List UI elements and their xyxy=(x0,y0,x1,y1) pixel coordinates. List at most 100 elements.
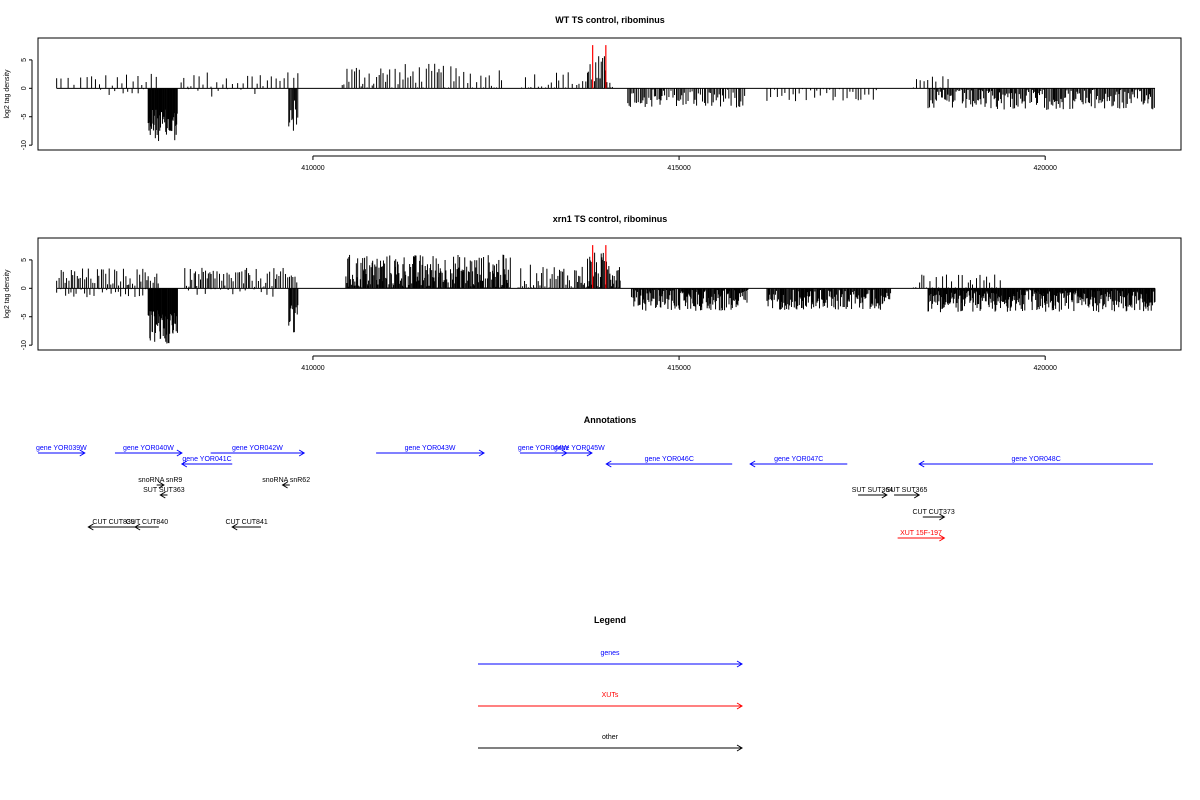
y-tick-label: -10 xyxy=(21,340,28,350)
feature-arrow-head xyxy=(281,481,288,489)
annotation-feature: CUT CUT840 xyxy=(126,519,168,531)
feature-arrow-head xyxy=(159,491,166,499)
annotation-feature: gene YOR040W xyxy=(114,445,183,457)
annotation-feature: snoRNA snR9 xyxy=(138,477,182,489)
annotation-feature: SUT SUT365 xyxy=(886,487,928,499)
legend-item-other: other xyxy=(478,734,743,752)
track-panel-xrn1: xrn1 TS control, ribominus log2 tag dens… xyxy=(4,214,1182,372)
annotation-feature: XUT 15F-197 xyxy=(897,530,946,542)
feature-arrow-head xyxy=(79,449,86,457)
legend-panel: Legend genes XUTs other xyxy=(478,615,743,752)
feature-arrow-head xyxy=(586,449,593,457)
feature-arrow-head xyxy=(87,523,94,531)
feature-label: CUT CUT839 xyxy=(92,519,134,526)
annotation-feature: gene YOR045W xyxy=(554,445,605,457)
legend-title: Legend xyxy=(594,615,626,625)
y-tick-label: 0 xyxy=(21,286,28,290)
annotations-panel: Annotations gene YOR039W gene YOR040W gene… xyxy=(36,415,1153,542)
feature-arrow-head xyxy=(939,534,946,542)
feature-arrow-head xyxy=(180,460,188,468)
feature-label: snoRNA snR62 xyxy=(262,477,310,484)
feature-label: gene YOR040W xyxy=(123,445,174,452)
feature-label: CUT CUT373 xyxy=(912,509,954,516)
feature-label: XUT 15F-197 xyxy=(900,530,942,537)
feature-label: gene YOR046C xyxy=(645,456,694,463)
x-tick-label: 410000 xyxy=(301,165,324,172)
annotation-feature: snoRNA snR62 xyxy=(262,477,310,489)
feature-label: gene YOR043W xyxy=(405,445,456,452)
y-tick-label: 5 xyxy=(21,58,28,62)
feature-label: gene YOR041C xyxy=(182,456,231,463)
annotation-feature: CUT CUT839 xyxy=(87,519,139,531)
annotations-title: Annotations xyxy=(584,415,637,425)
feature-arrow-head xyxy=(231,523,238,531)
annotation-feature: gene YOR042W xyxy=(210,445,306,457)
feature-arrow-head xyxy=(881,491,888,499)
feature-arrow-head xyxy=(158,481,165,489)
annotation-feature: gene YOR046C xyxy=(605,456,733,468)
annotation-feature: SUT SUT363 xyxy=(143,487,185,499)
feature-arrow-head xyxy=(913,491,921,499)
x-tick-label: 415000 xyxy=(667,365,690,372)
plot-frame xyxy=(37,237,1182,351)
feature-label: gene YOR048C xyxy=(1011,456,1060,463)
legend-label: XUTs xyxy=(602,692,619,699)
feature-arrow-head xyxy=(939,513,946,521)
feature-arrow-head xyxy=(918,460,925,468)
legend-label: other xyxy=(602,734,619,741)
x-axis: 410000 415000 420000 xyxy=(301,155,1057,172)
legend-arrow-head xyxy=(736,744,743,752)
annotation-feature: gene YOR043W xyxy=(376,445,485,457)
density-bars xyxy=(56,45,1156,142)
y-axis: -10 -5 0 5 xyxy=(21,58,33,150)
y-tick-label: -10 xyxy=(21,140,28,150)
feature-arrow-head xyxy=(134,523,141,531)
track-panel-wt: WT TS control, ribominus log2 tag densit… xyxy=(4,15,1182,172)
annotation-feature: CUT CUT841 xyxy=(225,519,268,531)
annotation-feature: gene YOR048C xyxy=(918,456,1153,468)
x-tick-label: 410000 xyxy=(301,365,324,372)
x-tick-label: 420000 xyxy=(1034,165,1057,172)
y-axis-label: log2 tag density xyxy=(4,69,11,119)
feature-label: snoRNA snR9 xyxy=(138,477,182,484)
y-axis-label: log2 tag density xyxy=(4,269,11,319)
x-axis: 410000 415000 420000 xyxy=(301,355,1057,372)
feature-arrow-head xyxy=(298,449,306,457)
legend-arrow-head xyxy=(736,702,743,710)
feature-arrow-head xyxy=(176,449,183,457)
density-bars xyxy=(56,245,1156,344)
legend-label: genes xyxy=(600,650,620,657)
legend-arrow-head xyxy=(736,660,743,668)
feature-arrow-head xyxy=(749,460,756,468)
annotation-feature: gene YOR041C xyxy=(180,456,233,468)
y-tick-label: -5 xyxy=(21,314,28,320)
annotation-feature: SUT SUT364 xyxy=(852,487,894,499)
legend-item-xut: XUTs xyxy=(478,692,743,710)
annotation-feature: gene YOR047C xyxy=(749,456,848,468)
feature-label: gene YOR047C xyxy=(774,456,823,463)
feature-label: gene YOR044W xyxy=(518,445,569,452)
feature-label: SUT SUT364 xyxy=(852,487,894,494)
plot-frame xyxy=(37,37,1182,151)
track-title: xrn1 TS control, ribominus xyxy=(553,214,668,224)
feature-label: CUT CUT841 xyxy=(225,519,267,526)
feature-label: SUT SUT363 xyxy=(143,487,185,494)
feature-label: gene YOR042W xyxy=(232,445,283,452)
x-tick-label: 415000 xyxy=(667,165,690,172)
y-axis: -10 -5 0 5 xyxy=(21,258,33,350)
annotation-feature: gene YOR039W xyxy=(36,445,87,457)
feature-arrow-head xyxy=(605,460,612,468)
legend-item-gene: genes xyxy=(478,650,743,668)
annotation-feature: CUT CUT373 xyxy=(912,509,955,521)
x-tick-label: 420000 xyxy=(1034,365,1057,372)
feature-label: CUT CUT840 xyxy=(126,519,168,526)
legend-items: genes XUTs other xyxy=(478,650,743,752)
y-tick-label: 5 xyxy=(21,258,28,262)
feature-arrow-head xyxy=(478,449,485,457)
feature-label: gene YOR045W xyxy=(554,445,605,452)
feature-label: gene YOR039W xyxy=(36,445,87,452)
y-tick-label: 0 xyxy=(21,86,28,90)
feature-label: SUT SUT365 xyxy=(886,487,928,494)
